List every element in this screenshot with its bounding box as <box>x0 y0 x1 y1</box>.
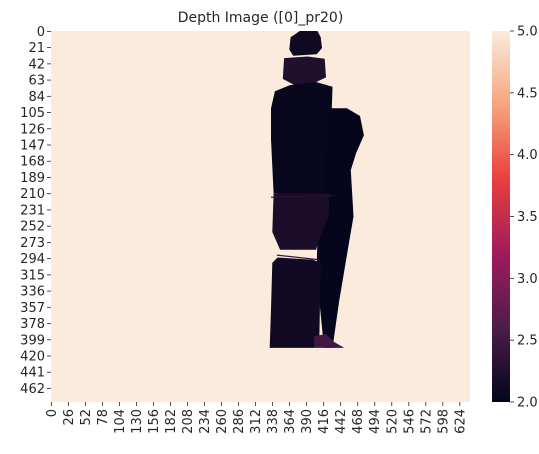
y-tick-label: 420 <box>20 350 45 365</box>
x-tick-label: 78 <box>96 409 111 426</box>
x-tick-label: 26 <box>62 409 77 426</box>
x-tick-label: 364 <box>283 409 298 434</box>
chart-title: Depth Image ([0]_pr20) <box>178 10 344 26</box>
x-tick-label: 130 <box>130 409 145 434</box>
y-tick-label: 273 <box>20 236 45 251</box>
y-tick-label: 189 <box>20 171 45 186</box>
colorbar-tick-label: 2.5 <box>517 334 538 349</box>
colorbar <box>492 31 510 402</box>
x-tick-label: 624 <box>453 409 468 434</box>
x-tick-label: 52 <box>79 409 94 426</box>
colorbar-tick-label: 5.0 <box>517 25 538 40</box>
x-tick-label: 156 <box>147 409 162 434</box>
depth-region-head-lower <box>282 56 326 86</box>
x-tick-label: 468 <box>351 409 366 434</box>
y-tick-label: 441 <box>20 366 45 381</box>
y-tick-label: 84 <box>28 90 45 105</box>
y-tick-label: 147 <box>20 139 45 154</box>
y-tick-label: 315 <box>20 268 45 283</box>
y-tick-label: 462 <box>20 382 45 397</box>
depth-edge-knee <box>276 254 320 261</box>
y-tick-label: 294 <box>20 252 45 267</box>
depth-edge-waist <box>270 195 333 198</box>
depth-region-right-arm <box>316 108 364 348</box>
y-tick-label: 168 <box>20 155 45 170</box>
x-tick-label: 312 <box>249 409 264 434</box>
x-tick-label: 494 <box>368 409 383 434</box>
x-tick-label: 546 <box>402 409 417 434</box>
colorbar-tick-label: 3.0 <box>517 272 538 287</box>
y-tick-label: 0 <box>37 25 45 40</box>
y-tick-label: 42 <box>28 57 45 72</box>
y-tick-label: 252 <box>20 220 45 235</box>
x-tick-label: 208 <box>181 409 196 434</box>
x-tick-label: 442 <box>334 409 349 434</box>
x-tick-label: 104 <box>113 409 128 434</box>
y-tick-label: 336 <box>20 285 45 300</box>
x-tick-label: 260 <box>215 409 230 434</box>
x-tick-label: 390 <box>300 409 315 434</box>
x-tick-label: 520 <box>385 409 400 434</box>
y-tick-label: 357 <box>20 301 45 316</box>
y-tick-label: 399 <box>20 333 45 348</box>
y-tick-label: 63 <box>28 74 45 89</box>
depth-region-foot-glow <box>314 334 345 348</box>
depth-region-lower-legs <box>269 257 321 348</box>
depth-region-upper-body <box>271 82 333 195</box>
y-tick-label: 378 <box>20 317 45 332</box>
y-tick-label: 21 <box>28 41 45 56</box>
depth-region-torso-mid <box>272 193 330 250</box>
y-tick-label: 105 <box>20 106 45 121</box>
depth-region-head-top <box>289 31 322 56</box>
y-tick-label: 231 <box>20 203 45 218</box>
y-tick-label: 126 <box>20 122 45 137</box>
x-tick-label: 338 <box>266 409 281 434</box>
x-tick-label: 0 <box>45 409 60 417</box>
colorbar-tick-label: 4.0 <box>517 148 538 163</box>
x-tick-label: 182 <box>164 409 179 434</box>
y-tick-label: 210 <box>20 187 45 202</box>
x-tick-label: 286 <box>232 409 247 434</box>
colorbar-tick-label: 3.5 <box>517 210 538 225</box>
x-tick-label: 234 <box>198 409 213 434</box>
x-tick-label: 416 <box>317 409 332 434</box>
x-tick-label: 572 <box>419 409 434 434</box>
colorbar-tick-label: 2.0 <box>517 396 538 411</box>
colorbar-tick-label: 4.5 <box>517 86 538 101</box>
x-tick-label: 598 <box>436 409 451 434</box>
heatmap-background <box>51 31 470 402</box>
